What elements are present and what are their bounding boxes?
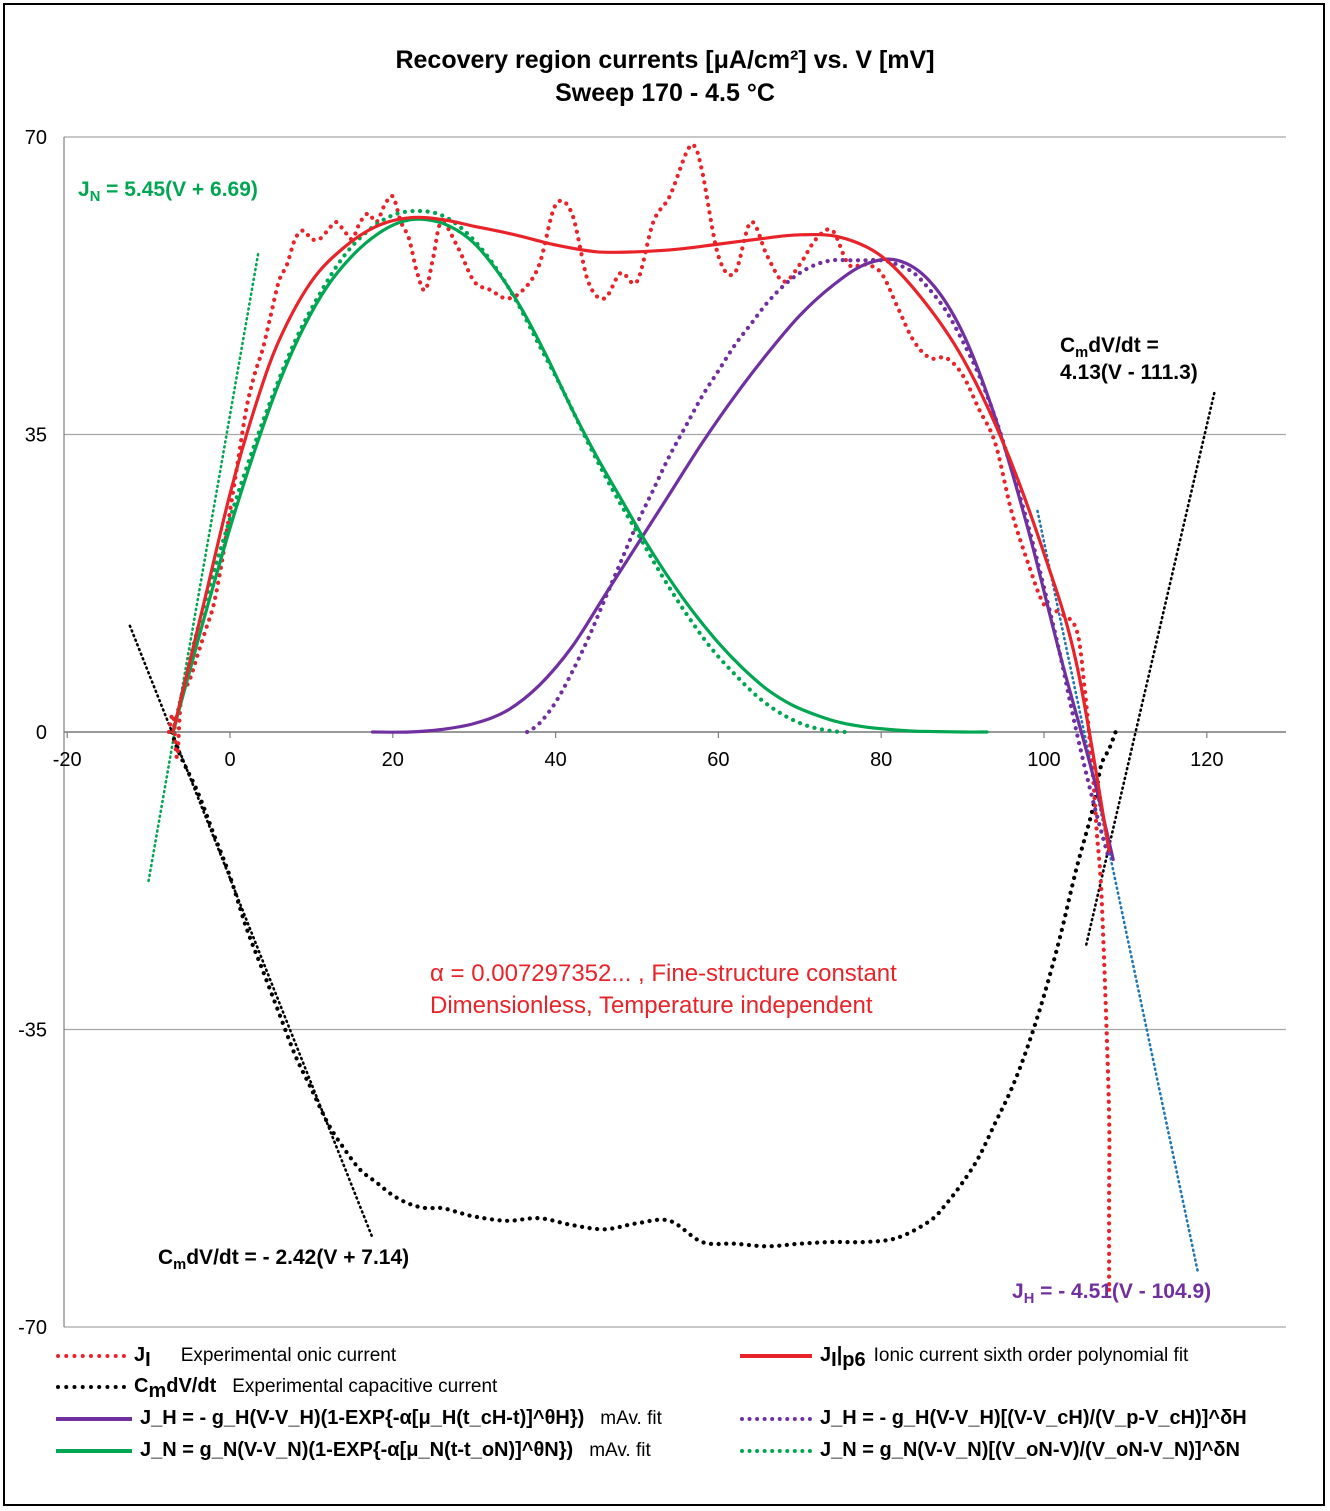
series-line-5 bbox=[147, 250, 260, 883]
legend-cm: CmdV/dt Experimental capacitive current bbox=[56, 1375, 497, 1403]
x-tick-label--20: -20 bbox=[53, 749, 82, 771]
chart-title-line2: Sweep 170 - 4.5 °C bbox=[555, 79, 775, 107]
jn-line-annotation: JN = 5.45(V + 6.69) bbox=[78, 178, 258, 206]
legend-jh-mav: J_H = - g_H(V-V_H)(1-EXP{-α[μ_H(t_cH-t)]… bbox=[56, 1407, 662, 1430]
x-tick-label-80: 80 bbox=[870, 749, 892, 771]
series-line-10 bbox=[170, 208, 851, 735]
chart-title-line1: Recovery region currents [μA/cm²] vs. V … bbox=[395, 46, 934, 74]
jh-line-annotation: JH = - 4.51(V - 104.9) bbox=[1012, 1280, 1212, 1308]
series-line-2 bbox=[169, 729, 1118, 1249]
x-tick-label-40: 40 bbox=[544, 749, 566, 771]
alpha-annotation: α = 0.007297352... , Fine-structure cons… bbox=[430, 960, 897, 1019]
x-tick-label-120: 120 bbox=[1190, 749, 1223, 771]
series-layer bbox=[128, 142, 1217, 1293]
series-line-7 bbox=[370, 257, 1115, 862]
y-tick-labels: -70 -35 0 35 70 bbox=[18, 127, 47, 1339]
legend-ji: JI Experimental onic current bbox=[56, 1344, 396, 1372]
series-line-1 bbox=[171, 215, 1111, 853]
series-line-3 bbox=[128, 624, 374, 1240]
chart-frame bbox=[3, 3, 1325, 1506]
legend-jn-mav: J_N = g_N(V-V_N)(1-EXP{-α[μ_N(t-t_oN)]^θ… bbox=[56, 1439, 651, 1462]
series-line-6 bbox=[1036, 509, 1200, 1274]
x-tick-label-20: 20 bbox=[382, 749, 404, 771]
legend-jh-dot: J_H = - g_H(V-V_H)[(V-V_cH)/(V_p-V_cH)]^… bbox=[740, 1407, 1247, 1430]
cm-right-annotation: CmdV/dt = 4.13(V - 111.3) bbox=[1060, 334, 1198, 385]
legend-jip6: JI|p6 Ionic current sixth order polynomia… bbox=[740, 1344, 1188, 1372]
series-line-8 bbox=[525, 257, 1112, 862]
y-tick-label--35: -35 bbox=[18, 1020, 47, 1042]
series-line-9 bbox=[171, 217, 989, 734]
series-line-0 bbox=[166, 142, 1112, 1293]
cm-left-annotation: CmdV/dt = - 2.42(V + 7.14) bbox=[158, 1246, 410, 1274]
x-tick-label-100: 100 bbox=[1027, 749, 1060, 771]
y-tick-label-35: 35 bbox=[25, 425, 47, 447]
x-tick-label-60: 60 bbox=[707, 749, 729, 771]
legend-jn-dot: J_N = g_N(V-V_N)[(V_oN-V)/(V_oN-V_N)]^δN bbox=[740, 1439, 1240, 1462]
x-tick-labels: -20 0 20 40 60 80 100 120 bbox=[53, 749, 1224, 771]
x-tick-label-0: 0 bbox=[224, 749, 235, 771]
series-line-4 bbox=[1085, 389, 1217, 946]
y-tick-label-0: 0 bbox=[36, 722, 47, 744]
y-tick-label--70: -70 bbox=[18, 1317, 47, 1339]
y-tick-label-70: 70 bbox=[25, 127, 47, 149]
